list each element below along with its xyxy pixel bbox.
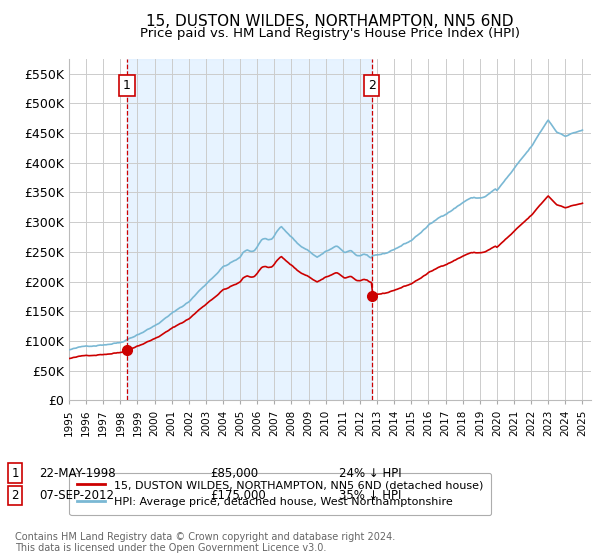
Text: 2: 2 xyxy=(11,489,19,502)
Text: 2: 2 xyxy=(368,79,376,92)
Text: 1: 1 xyxy=(123,79,131,92)
Text: 22-MAY-1998: 22-MAY-1998 xyxy=(39,466,116,480)
Text: 15, DUSTON WILDES, NORTHAMPTON, NN5 6ND: 15, DUSTON WILDES, NORTHAMPTON, NN5 6ND xyxy=(146,14,514,29)
Text: Price paid vs. HM Land Registry's House Price Index (HPI): Price paid vs. HM Land Registry's House … xyxy=(140,27,520,40)
Text: £85,000: £85,000 xyxy=(210,466,258,480)
Legend: 15, DUSTON WILDES, NORTHAMPTON, NN5 6ND (detached house), HPI: Average price, de: 15, DUSTON WILDES, NORTHAMPTON, NN5 6ND … xyxy=(70,473,491,515)
Text: 1: 1 xyxy=(11,466,19,480)
Text: Contains HM Land Registry data © Crown copyright and database right 2024.
This d: Contains HM Land Registry data © Crown c… xyxy=(15,531,395,553)
Text: 35% ↓ HPI: 35% ↓ HPI xyxy=(339,489,401,502)
Text: 07-SEP-2012: 07-SEP-2012 xyxy=(39,489,114,502)
Text: 24% ↓ HPI: 24% ↓ HPI xyxy=(339,466,401,480)
Text: £175,000: £175,000 xyxy=(210,489,266,502)
Bar xyxy=(127,59,371,400)
